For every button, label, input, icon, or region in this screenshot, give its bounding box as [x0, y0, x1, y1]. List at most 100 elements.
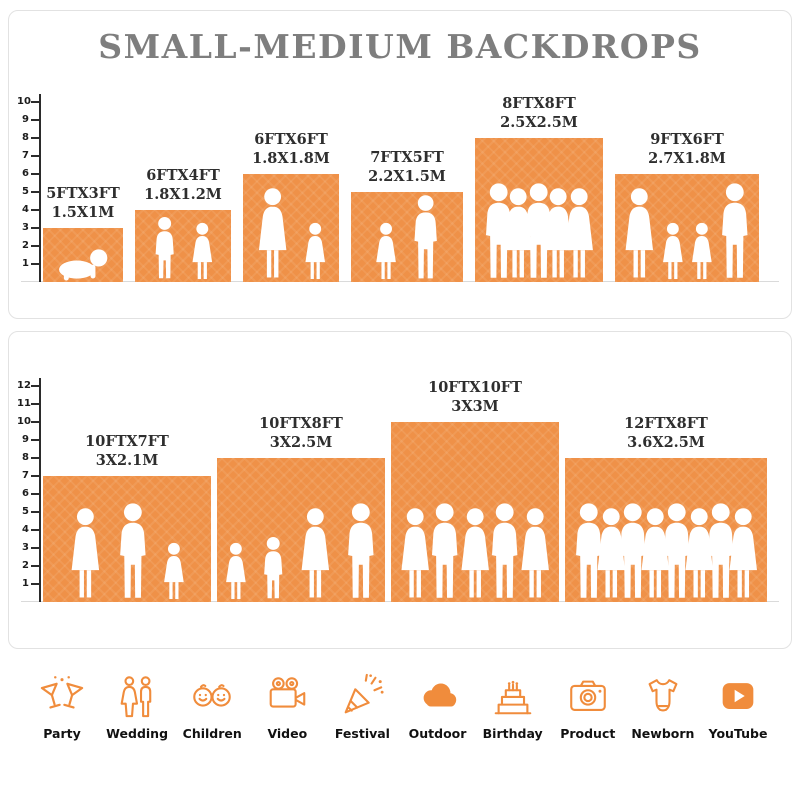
backdrop-size-item: 7FTX5FT 2.2X1.5M [351, 149, 463, 282]
woman-silhouette [619, 187, 660, 281]
man-silhouette [113, 502, 153, 601]
backdrop-size-item: 6FTX4FT 1.8X1.2M [135, 167, 231, 282]
ruler-number: 6 [22, 168, 29, 179]
woman-silhouette [498, 187, 539, 281]
backdrop-size-label: 6FTX6FT 1.8X1.8M [252, 131, 330, 169]
woman-silhouette [515, 507, 556, 601]
category-label: Outdoor [408, 726, 467, 741]
backdrop-size-ft-label: 6FTX6FT [254, 131, 328, 149]
category-label: Video [267, 726, 308, 741]
ruler-number: 8 [22, 452, 29, 463]
category-party: Party [30, 673, 94, 741]
category-video: Video [255, 673, 319, 741]
backdrop-size-ft-label: 10FTX8FT [259, 415, 343, 433]
ruler-tick [31, 439, 40, 441]
ruler-number: 5 [22, 506, 29, 517]
ruler-number: 12 [17, 380, 31, 391]
woman-silhouette [722, 507, 763, 601]
category-wedding: Wedding [105, 673, 169, 741]
backdrop-bar [217, 458, 385, 602]
size-chart-small-medium: 1 2 3 4 5 6 7 8 9 10 5FTX3FT 1.5X1M 6FTX4FT 1.8X1.2M 6… [17, 72, 783, 282]
silhouette-group [619, 182, 755, 281]
backdrop-bar [615, 174, 759, 282]
backdrop-size-item: 8FTX8FT 2.5X2.5M [475, 95, 603, 282]
newborn-icon [640, 673, 686, 719]
backdrop-size-label: 9FTX6FT 2.7X1.8M [648, 131, 726, 169]
baby-silhouette [56, 247, 111, 281]
ruler-axis [39, 378, 41, 602]
backdrop-size-label: 7FTX5FT 2.2X1.5M [368, 149, 446, 187]
man-silhouette [519, 182, 559, 281]
backdrop-size-m-label: 2.2X1.5M [368, 168, 446, 186]
bars-row: 10FTX7FT 3X2.1M 10FTX8FT 3X2.5M 10FTX10FT 3X3… [43, 379, 767, 602]
backdrop-size-m-label: 2.5X2.5M [500, 114, 578, 132]
man-silhouette [479, 182, 519, 281]
ruler-number: 10 [17, 96, 31, 107]
silhouette-group [479, 182, 599, 281]
backdrop-size-ft-label: 10FTX10FT [428, 379, 522, 397]
ruler-number: 4 [22, 204, 29, 215]
ruler-number: 9 [22, 434, 29, 445]
backdrop-size-label: 8FTX8FT 2.5X2.5M [500, 95, 578, 133]
ruler-tick [31, 457, 40, 459]
ruler-tick [31, 583, 40, 585]
birthday-icon [490, 673, 536, 719]
ruler-number: 10 [17, 416, 31, 427]
backdrop-size-ft-label: 12FTX8FT [624, 415, 708, 433]
backdrop-size-ft-label: 10FTX7FT [85, 433, 169, 451]
backdrop-size-ft-label: 7FTX5FT [370, 149, 444, 167]
backdrop-size-m-label: 3X2.1M [95, 452, 159, 470]
ruler-number: 2 [22, 560, 29, 571]
ruler-tick [31, 155, 40, 157]
category-children: Children [180, 673, 244, 741]
backdrop-size-label: 10FTX10FT 3X3M [428, 379, 522, 417]
backdrop-size-m-label: 1.8X1.8M [252, 150, 330, 168]
ruler-number: 4 [22, 524, 29, 535]
backdrop-size-label: 6FTX4FT 1.8X1.2M [144, 167, 222, 205]
ruler-number: 7 [22, 150, 29, 161]
size-chart-large: 1 2 3 4 5 6 7 8 9 10 11 12 10FTX7FT 3X2.1M 10FTX8FT 3X2… [17, 356, 783, 602]
silhouette-group [65, 502, 189, 601]
backdrop-size-label: 5FTX3FT 1.5X1M [46, 185, 120, 223]
ruler-number: 6 [22, 488, 29, 499]
category-birthday: Birthday [481, 673, 545, 741]
woman-silhouette [559, 187, 600, 281]
party-icon [39, 673, 85, 719]
woman-silhouette [538, 187, 579, 281]
ruler-number: 7 [22, 470, 29, 481]
man-silhouette [715, 182, 755, 281]
girl-silhouette [658, 222, 688, 281]
man-silhouette [408, 194, 443, 281]
child-silhouette [257, 536, 289, 601]
backdrop-bar [43, 228, 123, 282]
ruler-tick [31, 403, 40, 405]
wedding-icon [114, 673, 160, 719]
category-festival: Festival [330, 673, 394, 741]
ruler-tick [31, 227, 40, 229]
ruler-tick [31, 101, 40, 103]
backdrop-size-item: 10FTX10FT 3X3M [391, 379, 559, 602]
backdrop-size-m-label: 1.5X1M [51, 204, 115, 222]
category-outdoor: Outdoor [406, 673, 470, 741]
ruler-number: 1 [22, 578, 29, 589]
silhouette-group [148, 216, 217, 281]
category-label: Party [43, 726, 81, 741]
ruler-tick [31, 263, 40, 265]
girl-silhouette [687, 222, 717, 281]
ruler-tick [31, 511, 40, 513]
woman-silhouette [634, 507, 675, 601]
ruler-tick [31, 493, 40, 495]
category-newborn: Newborn [631, 673, 695, 741]
video-icon [264, 673, 310, 719]
ruler-number: 5 [22, 186, 29, 197]
category-label: Birthday [482, 726, 543, 741]
category-label: YouTube [708, 726, 768, 741]
backdrop-size-ft-label: 5FTX3FT [46, 185, 120, 203]
ruler-tick [31, 191, 40, 193]
woman-silhouette [252, 187, 293, 281]
category-label: Wedding [106, 726, 169, 741]
backdrop-size-label: 12FTX8FT 3.6X2.5M [624, 415, 708, 453]
ruler-tick [31, 421, 40, 423]
child-silhouette [148, 216, 180, 281]
